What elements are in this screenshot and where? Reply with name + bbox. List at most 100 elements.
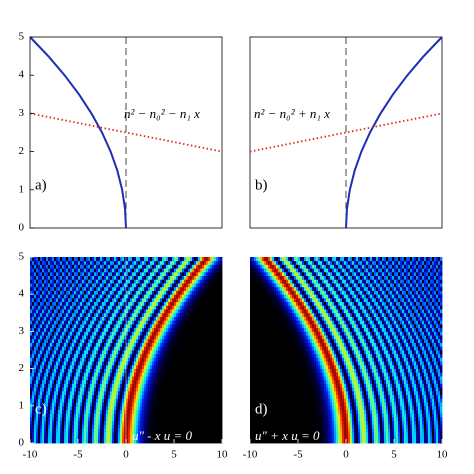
- heatmap-cell: [146, 331, 149, 336]
- heatmap-cell: [404, 439, 407, 444]
- heatmap-cell: [118, 279, 121, 284]
- heatmap-cell: [152, 257, 155, 262]
- heatmap-cell: [72, 297, 75, 303]
- heatmap-cell: [34, 413, 37, 418]
- heatmap-cell: [36, 305, 39, 310]
- heatmap-cell: [34, 387, 37, 392]
- heatmap-cell: [78, 350, 81, 355]
- heatmap-cell: [144, 424, 147, 429]
- heatmap-cell: [196, 409, 199, 414]
- heatmap-cell: [160, 301, 163, 306]
- heatmap-cell: [352, 439, 355, 444]
- heatmap-cell: [134, 264, 137, 269]
- heatmap-cell: [96, 283, 99, 288]
- heatmap-cell: [60, 342, 63, 347]
- heatmap-cell: [214, 312, 217, 317]
- heatmap-cell: [70, 286, 73, 291]
- heatmap-cell: [140, 405, 143, 410]
- heatmap-cell: [212, 420, 215, 425]
- heatmap-cell: [156, 376, 159, 381]
- heatmap-cell: [180, 271, 183, 276]
- heatmap-cell: [146, 435, 149, 440]
- heatmap-cell: [148, 327, 151, 332]
- heatmap-cell: [102, 338, 105, 343]
- heatmap-cell: [30, 331, 33, 336]
- heatmap-cell: [198, 387, 201, 392]
- heatmap-cell: [168, 350, 171, 355]
- heatmap-cell: [192, 387, 195, 392]
- heatmap-cell: [210, 301, 213, 306]
- heatmap-cell: [168, 312, 171, 317]
- heatmap-cell: [190, 405, 193, 410]
- heatmap-cell: [158, 379, 161, 384]
- heatmap-cell: [150, 327, 153, 332]
- heatmap-cell: [52, 260, 55, 265]
- heatmap-cell: [80, 435, 83, 440]
- heatmap-cell: [164, 353, 167, 358]
- heatmap-cell: [214, 279, 217, 284]
- heatmap-cell: [188, 394, 191, 399]
- heatmap-cell: [70, 368, 73, 373]
- heatmap-cell: [190, 387, 193, 392]
- heatmap-cell: [186, 323, 189, 329]
- heatmap-cell: [112, 323, 115, 329]
- heatmap-cell: [112, 353, 115, 358]
- heatmap-cell: [90, 420, 93, 425]
- heatmap-cell: [164, 309, 167, 314]
- heatmap-cell: [84, 346, 87, 351]
- heatmap-cell: [146, 283, 149, 288]
- heatmap-cell: [138, 435, 141, 440]
- heatmap-cell: [190, 331, 193, 336]
- heatmap-cell: [204, 331, 207, 336]
- heatmap-cell: [212, 353, 215, 358]
- heatmap-cell: [164, 279, 167, 284]
- heatmap-cell: [70, 305, 73, 310]
- heatmap-cell: [116, 361, 119, 366]
- heatmap-cell: [162, 387, 165, 392]
- heatmap-cell: [118, 312, 121, 317]
- heatmap-cell: [190, 409, 193, 414]
- heatmap-cell: [60, 394, 63, 399]
- heatmap-cell: [56, 394, 59, 399]
- heatmap-cell: [164, 260, 167, 265]
- heatmap-cell: [182, 320, 185, 325]
- heatmap-cell: [212, 257, 215, 262]
- heatmap-cell: [116, 350, 119, 355]
- heatmap-cell: [162, 257, 165, 262]
- heatmap-cell: [120, 305, 123, 310]
- heatmap-cell: [118, 402, 121, 407]
- heatmap-cell: [146, 301, 149, 306]
- heatmap-cell: [124, 338, 127, 343]
- heatmap-cell: [72, 316, 75, 321]
- heatmap-cell: [198, 320, 201, 325]
- heatmap-cell: [32, 416, 35, 422]
- heatmap-cell: [184, 327, 187, 332]
- heatmap-cell: [188, 346, 191, 351]
- heatmap-cell: [188, 305, 191, 310]
- heatmap-cell: [136, 338, 139, 343]
- heatmap-cell: [88, 342, 91, 347]
- heatmap-cell: [86, 353, 89, 358]
- heatmap-cell: [44, 335, 47, 340]
- heatmap-cell: [78, 413, 81, 418]
- heatmap-cell: [154, 424, 157, 429]
- heatmap-cell: [188, 409, 191, 414]
- heatmap-cell: [172, 428, 175, 433]
- heatmap-cell: [192, 398, 195, 403]
- heatmap-cell: [40, 413, 43, 418]
- heatmap-cell: [200, 260, 203, 265]
- heatmap-cell: [58, 353, 61, 358]
- heatmap-cell: [148, 312, 151, 317]
- heatmap-cell: [68, 409, 71, 414]
- heatmap-cell: [38, 394, 41, 399]
- heatmap-cell: [144, 297, 147, 303]
- heatmap-cell: [118, 286, 121, 291]
- heatmap-cell: [32, 364, 35, 369]
- heatmap-cell: [112, 435, 115, 440]
- heatmap-cell: [142, 294, 145, 299]
- heatmap-cell: [44, 316, 47, 321]
- heatmap-cell: [44, 320, 47, 325]
- heatmap-cell: [128, 402, 131, 407]
- heatmap-cell: [74, 431, 77, 436]
